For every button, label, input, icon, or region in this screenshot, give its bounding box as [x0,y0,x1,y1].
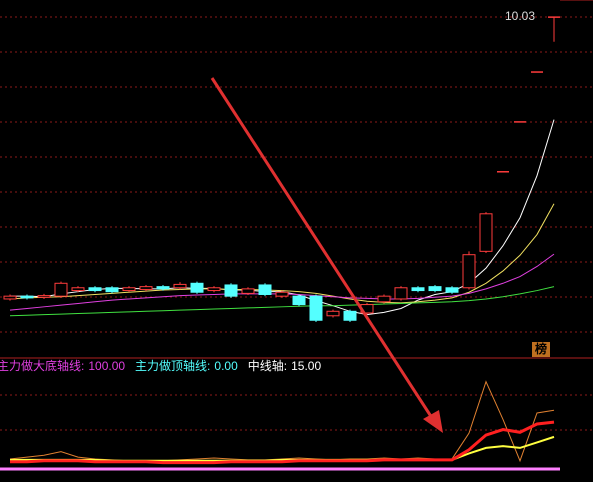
candle-body [394,287,408,300]
candle-body [428,286,442,292]
candle-body [3,295,17,300]
candle-body [343,310,357,321]
indicator-name: 主力做顶轴线: [135,358,210,373]
candle-body [71,287,85,292]
candle-body [54,282,68,297]
candle-body [156,286,170,290]
candle-body [275,291,289,297]
candle-body [88,287,102,292]
candle-body [462,254,476,289]
high-label: 10.03 [505,9,535,23]
candle-body [326,310,340,317]
candle-body [292,295,306,306]
price-panel [3,16,560,322]
candle-body [207,287,221,292]
candle-body [224,284,238,297]
indicator-panel [9,380,555,465]
grid [0,16,593,431]
candle-body [411,287,425,292]
arrow [210,77,434,419]
candle-body [190,282,204,293]
candle-body [122,287,136,292]
candle-body [20,295,34,299]
indicator-value: 100.00 [88,359,125,373]
candle-body [445,287,459,293]
candle-body [479,213,493,252]
candle-body [377,295,391,303]
candle-body [105,287,119,293]
candle-body [309,295,323,321]
indicator-name: 主力做大底轴线: [0,358,84,373]
candle-body [241,288,255,294]
candle-body [173,283,187,289]
badge: 榜 [535,341,547,356]
badge-box [532,342,550,357]
indicator-value: 15.00 [291,359,321,373]
candle-body [258,284,272,295]
indicator-value: 0.00 [214,359,238,373]
moving-average [9,286,555,317]
candle-body [37,295,51,298]
arrow-head [423,410,443,433]
candle-body [139,286,153,290]
indicator-name: 中线轴: [248,358,287,373]
indicator-line [10,435,555,462]
indicator-labels: 主力做大底轴线: 100.00 主力做顶轴线: 0.00 中线轴: 15.00 [0,358,321,373]
indicator-line [10,420,555,465]
